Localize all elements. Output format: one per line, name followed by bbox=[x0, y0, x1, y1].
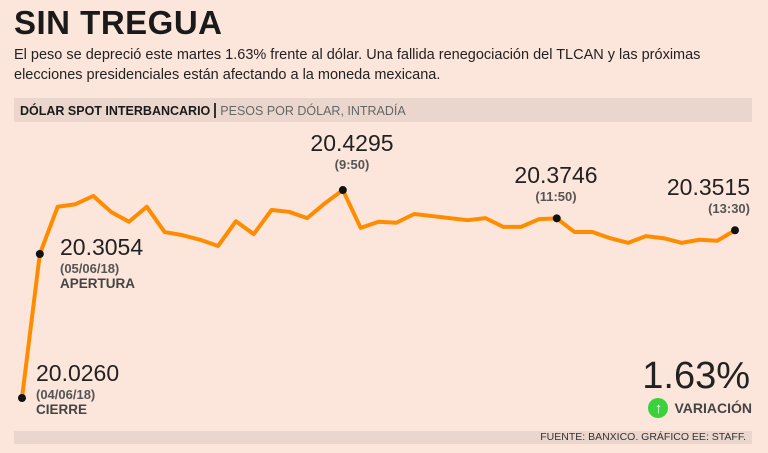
annotation-last: 20.3515 (13:30) bbox=[667, 174, 750, 216]
subtitle: El peso se depreció este martes 1.63% fr… bbox=[14, 47, 701, 83]
variation-label: VARIACIÓN bbox=[674, 400, 752, 416]
page-title: SIN TREGUA bbox=[14, 4, 223, 41]
annotation-value: 20.4295 bbox=[310, 130, 394, 156]
annotation-value: 20.3054 bbox=[60, 234, 144, 260]
series-line bbox=[20, 188, 737, 399]
annotation-value: 20.3515 bbox=[666, 174, 750, 200]
arrow-up-icon: ↑ bbox=[648, 398, 669, 418]
annotation-time: (05/06/18) bbox=[60, 261, 120, 276]
data-point-marker bbox=[35, 249, 44, 258]
footer-bar: FUENTE: BANXICO. GRÁFICO EE: STAFF. bbox=[14, 431, 752, 444]
data-point-marker bbox=[731, 226, 739, 235]
data-point-marker bbox=[18, 394, 26, 402]
annotation-label: CIERRE bbox=[36, 402, 88, 417]
annotation-1150: 20.3746 (11:50) bbox=[514, 162, 598, 204]
annotation-time: (13:30) bbox=[708, 201, 750, 216]
annotation-max: 20.4295 (9:50) bbox=[310, 130, 394, 172]
chart-title: DÓLAR SPOT INTERBANCARIO bbox=[20, 104, 211, 118]
chart-subtitle: PESOS POR DÓLAR, INTRADÍA bbox=[220, 104, 406, 118]
annotation-apertura: 20.3054 (05/06/18) APERTURA bbox=[60, 234, 143, 291]
annotation-time: (9:50) bbox=[334, 157, 370, 172]
variation-value: 1.63% bbox=[642, 355, 750, 397]
variation-indicator: ↑ VARIACIÓN bbox=[648, 398, 752, 418]
annotation-label: APERTURA bbox=[60, 276, 136, 291]
source-note: FUENTE: BANXICO. GRÁFICO EE: STAFF. bbox=[540, 431, 746, 443]
annotation-time: (04/06/18) bbox=[36, 387, 96, 402]
annotation-cierre: 20.0260 (04/06/18) CIERRE bbox=[36, 360, 119, 417]
annotation-value: 20.3746 bbox=[514, 162, 598, 188]
annotation-value: 20.0260 bbox=[36, 360, 120, 386]
data-point-marker bbox=[552, 214, 561, 223]
divider bbox=[214, 103, 217, 118]
chart-header-bar: DÓLAR SPOT INTERBANCARIO PESOS POR DÓLAR,… bbox=[14, 98, 752, 122]
annotation-time: (11:50) bbox=[535, 189, 577, 204]
data-point-marker bbox=[338, 186, 347, 195]
